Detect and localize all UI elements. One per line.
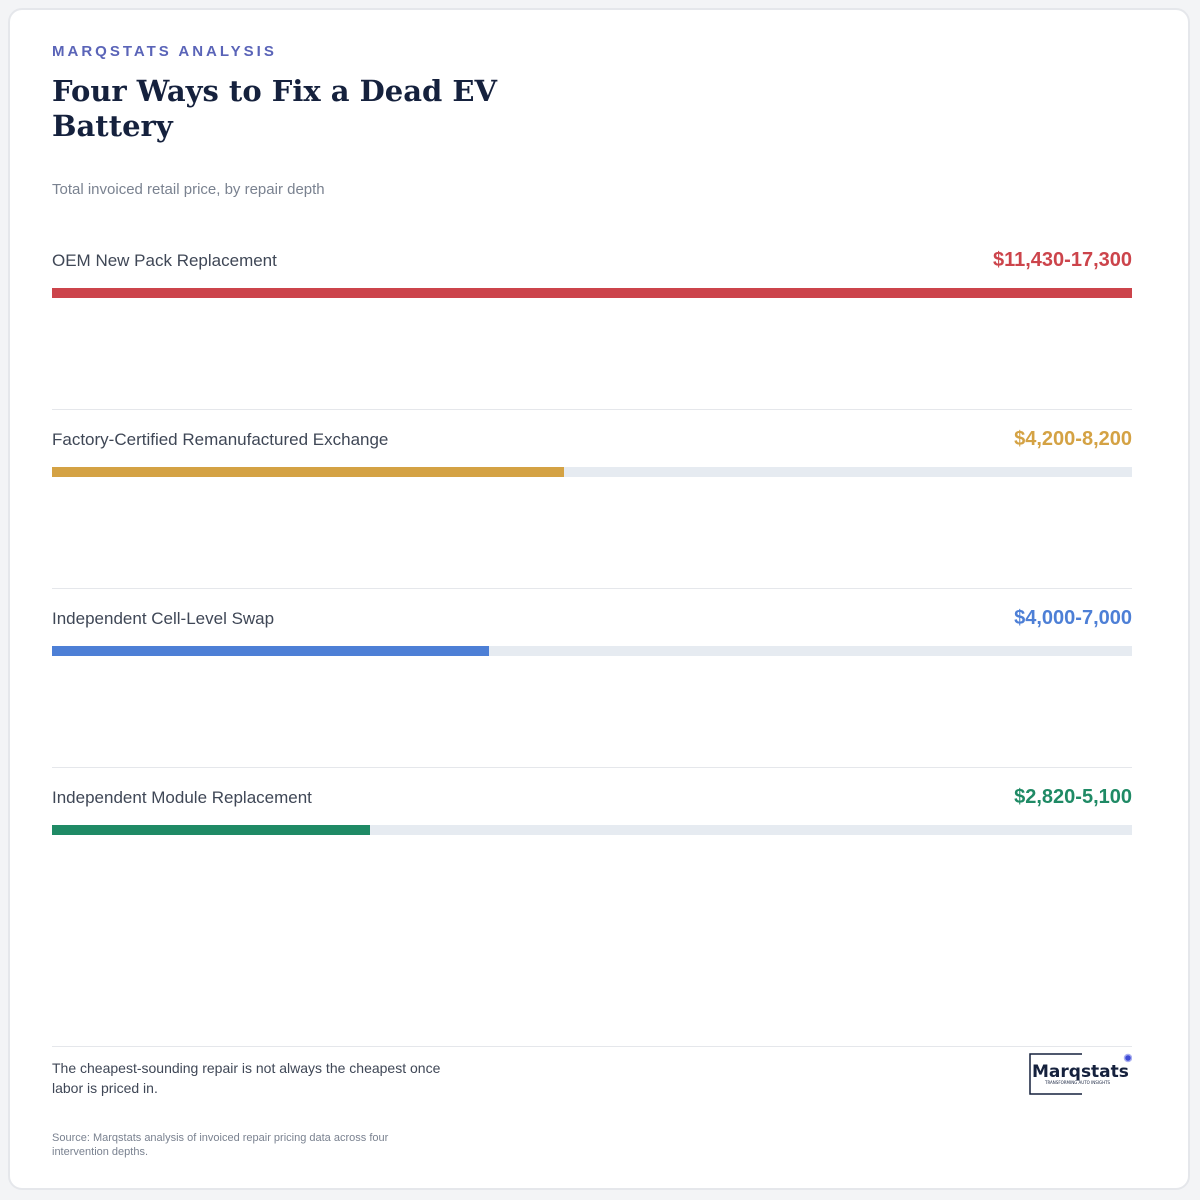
chart-title: Four Ways to Fix a Dead EV Battery — [52, 74, 497, 143]
takeaway-text: The cheapest-sounding repair is not alwa… — [52, 1060, 441, 1096]
chart-card — [8, 8, 1190, 1190]
row-divider — [52, 588, 1132, 589]
category-label: Independent Module Replacement — [52, 788, 312, 807]
row-divider — [52, 767, 1132, 768]
category-label: Independent Cell-Level Swap — [52, 609, 275, 628]
value-label: $11,430-17,300 — [992, 249, 1132, 271]
bar-row: Independent Cell-Level Swap $4,000-7,000 — [52, 588, 1132, 767]
kicker: MARQSTATS ANALYSIS — [52, 43, 277, 60]
logo-tagline: TRANSFORMING AUTO INSIGHTS — [1044, 1080, 1111, 1085]
marqstats-logo: Marqstats TRANSFORMING AUTO INSIGHTS — [1029, 1053, 1132, 1095]
bar — [52, 467, 564, 477]
bar-track — [52, 825, 1132, 835]
bar — [52, 825, 370, 835]
footer-divider — [52, 1046, 1132, 1047]
value-label: $2,820-5,100 — [1014, 786, 1132, 808]
value-label: $4,000-7,000 — [1014, 607, 1132, 629]
category-label: OEM New Pack Replacement — [52, 251, 277, 270]
logo-wordmark: Marqstats — [1032, 1062, 1129, 1082]
category-label: Factory-Certified Remanufactured Exchang… — [52, 430, 389, 449]
bar-row: Independent Module Replacement $2,820-5,1… — [52, 767, 1132, 946]
source-note: Source: Marqstats analysis of invoiced r… — [52, 1132, 389, 1158]
bar-track — [52, 467, 1132, 477]
bar-row: Factory-Certified Remanufactured Exchang… — [52, 409, 1132, 588]
chart-subtitle: Total invoiced retail price, by repair d… — [52, 181, 325, 198]
bar-track — [52, 646, 1132, 656]
bar-track — [52, 288, 1132, 298]
bar-row: OEM New Pack Replacement $11,430-17,300 — [52, 230, 1132, 409]
bar — [52, 646, 489, 656]
value-label: $4,200-8,200 — [1014, 428, 1132, 450]
row-divider — [52, 409, 1132, 410]
bar — [52, 288, 1132, 298]
